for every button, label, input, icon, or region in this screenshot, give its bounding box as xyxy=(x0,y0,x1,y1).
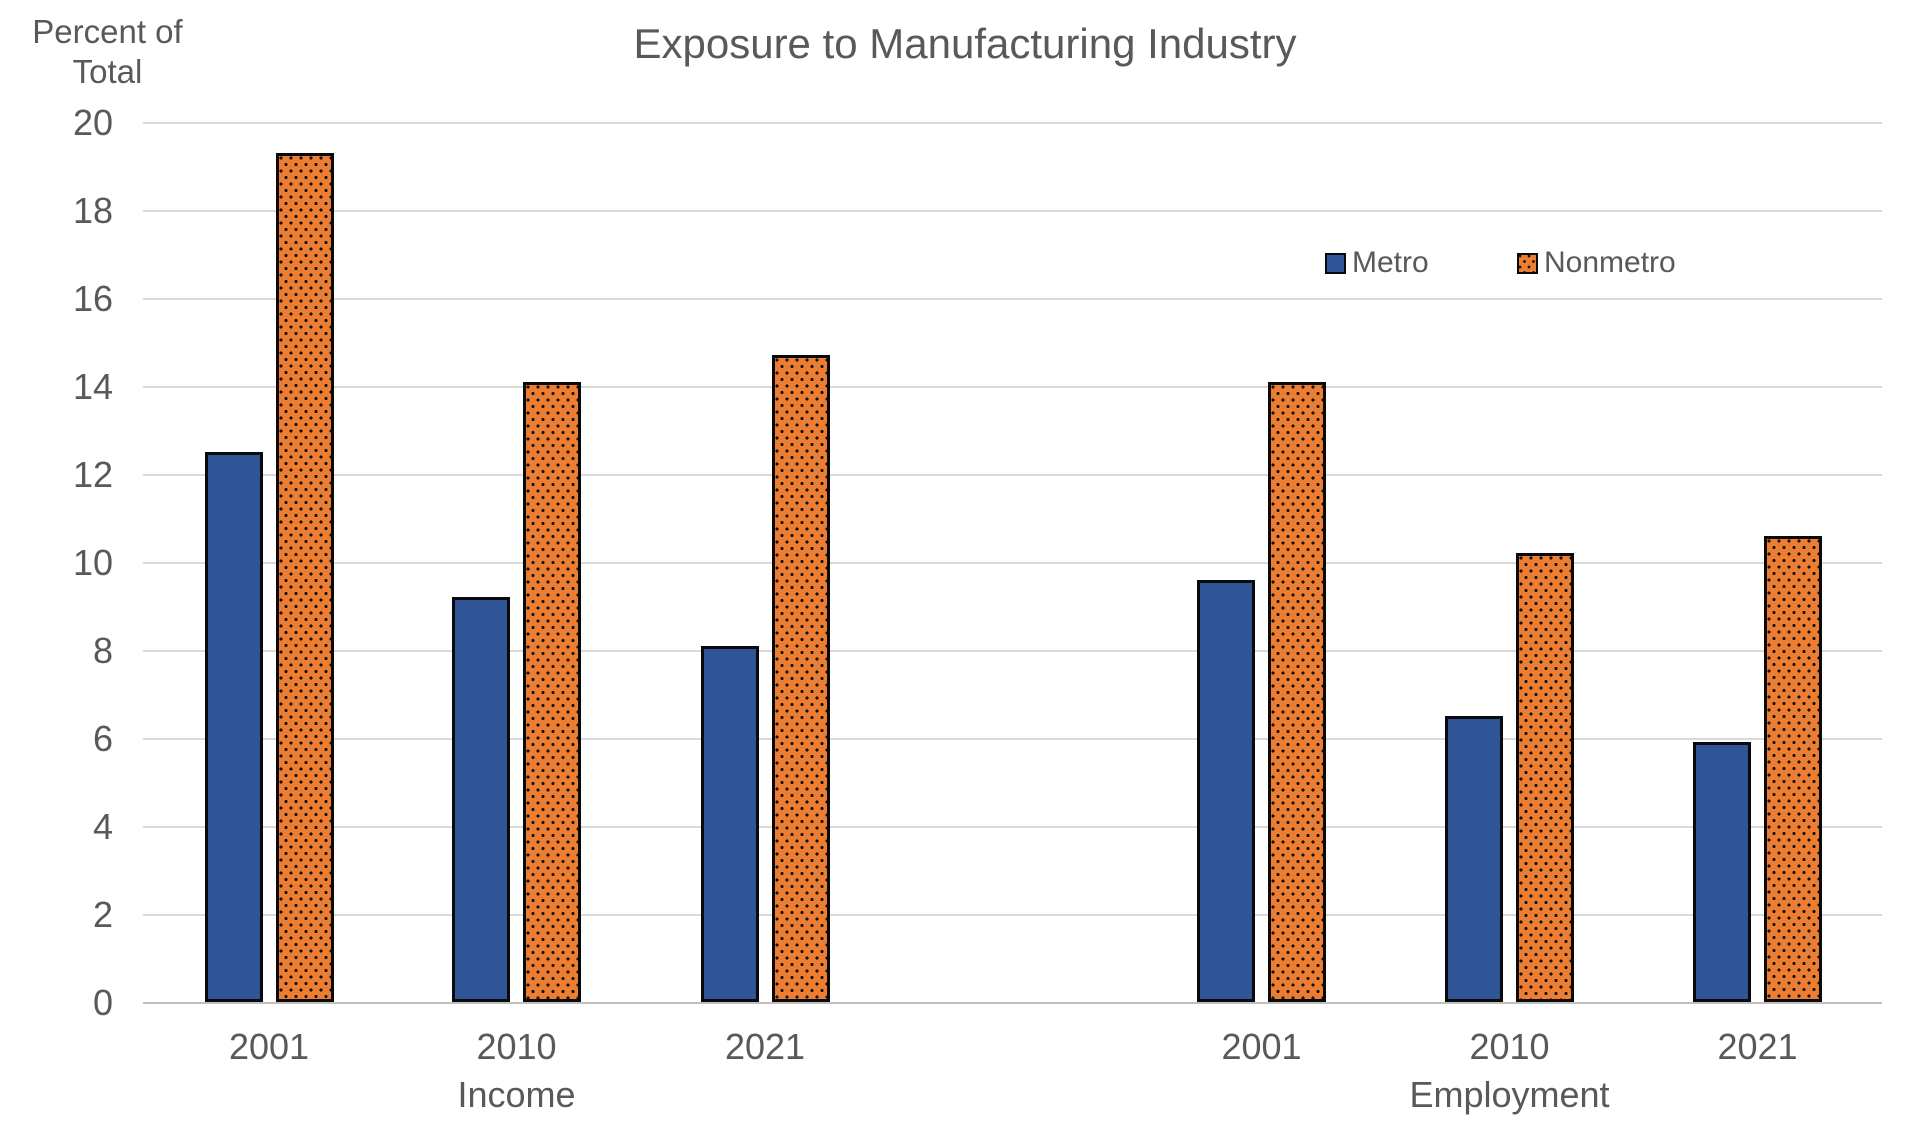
x-tick-label: 2021 xyxy=(724,1026,806,1067)
legend-item-nonmetro: Nonmetro xyxy=(1517,246,1676,280)
group-label-income: Income xyxy=(457,1074,576,1115)
legend-label: Nonmetro xyxy=(1544,246,1676,279)
y-tick-label: 16 xyxy=(72,278,113,319)
y-tick-label: 6 xyxy=(92,718,113,759)
y-axis-title-line1: Percent of xyxy=(32,13,183,50)
legend-item-metro: Metro xyxy=(1325,246,1429,280)
legend-swatch-metro xyxy=(1325,252,1346,274)
gridline xyxy=(143,562,1882,564)
y-tick-label: 8 xyxy=(92,630,113,671)
bar-nonmetro-income-2021 xyxy=(771,355,830,1002)
y-tick-label: 0 xyxy=(92,982,113,1023)
gridline xyxy=(143,738,1882,740)
y-axis-title-line2: Total xyxy=(72,53,143,90)
legend-label: Metro xyxy=(1352,246,1429,279)
y-tick-label: 18 xyxy=(72,190,113,231)
bar-metro-income-2021 xyxy=(700,645,759,1002)
gridline xyxy=(143,474,1882,476)
bar-nonmetro-income-2001 xyxy=(275,152,334,1002)
bar-metro-employment-2001 xyxy=(1197,579,1255,1002)
gridline xyxy=(143,826,1882,828)
y-tick-label: 2 xyxy=(92,894,113,935)
legend: Metro Nonmetro xyxy=(0,246,1930,280)
gridline xyxy=(143,298,1882,300)
plot-area xyxy=(143,122,1882,1004)
bar-metro-income-2010 xyxy=(452,597,510,1002)
x-tick-label: 2001 xyxy=(1221,1026,1302,1067)
gridline xyxy=(143,650,1882,652)
legend-swatch-nonmetro xyxy=(1517,252,1538,274)
bar-metro-employment-2021 xyxy=(1693,742,1751,1002)
y-tick-label: 14 xyxy=(72,366,113,407)
x-tick-label: 2010 xyxy=(476,1026,557,1067)
bar-nonmetro-employment-2010 xyxy=(1516,553,1574,1002)
y-tick-label: 4 xyxy=(92,806,113,847)
gridline xyxy=(143,914,1882,916)
gridline xyxy=(143,122,1882,124)
gridline xyxy=(143,210,1882,212)
bar-nonmetro-income-2010 xyxy=(523,381,581,1002)
group-label-employment: Employment xyxy=(1409,1074,1610,1115)
bar-metro-income-2001 xyxy=(204,452,263,1002)
x-tick-label: 2001 xyxy=(228,1026,310,1067)
chart-title: Exposure to Manufacturing Industry xyxy=(633,20,1297,67)
y-tick-label: 12 xyxy=(72,454,113,495)
x-tick-label: 2021 xyxy=(1717,1026,1798,1067)
bar-nonmetro-employment-2021 xyxy=(1764,535,1822,1002)
gridline xyxy=(143,386,1882,388)
y-axis-title: Percent of Total xyxy=(15,12,200,92)
y-tick-label: 20 xyxy=(72,102,113,143)
x-tick-label: 2010 xyxy=(1469,1026,1550,1067)
y-tick-label: 10 xyxy=(72,542,113,583)
bar-nonmetro-employment-2001 xyxy=(1268,381,1326,1002)
bar-metro-employment-2010 xyxy=(1445,716,1503,1002)
x-axis-line xyxy=(143,1002,1882,1004)
